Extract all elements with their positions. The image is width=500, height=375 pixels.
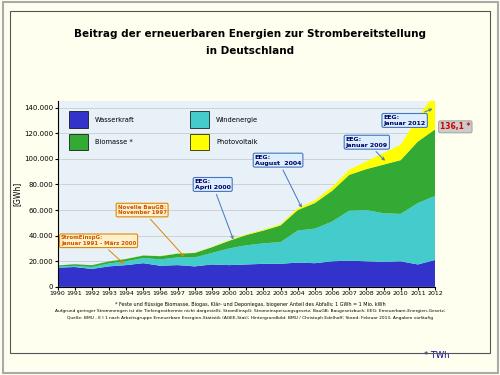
Text: EEG:
August  2004: EEG: August 2004 (255, 155, 302, 207)
Text: in Deutschland: in Deutschland (206, 46, 294, 56)
Bar (69, 134, 87, 150)
Bar (190, 134, 208, 150)
Text: EEG:
Januar 2012: EEG: Januar 2012 (384, 109, 432, 126)
Y-axis label: [GWh]: [GWh] (12, 182, 22, 206)
Text: * TWh: * TWh (424, 351, 450, 360)
Text: * Feste und flüssige Biomasse, Biogas, Klär- und Deponiegas, biogener Anteil des: * Feste und flüssige Biomasse, Biogas, K… (114, 302, 386, 307)
Text: 136,1 *: 136,1 * (440, 122, 470, 131)
Text: Wasserkraft: Wasserkraft (95, 117, 135, 123)
Text: StromEinspG:
Januar 1991 - März 2000: StromEinspG: Januar 1991 - März 2000 (61, 236, 136, 263)
Text: Biomasse *: Biomasse * (95, 139, 133, 145)
Text: Novelle BauGB:
November 1997: Novelle BauGB: November 1997 (118, 205, 184, 256)
Text: Windenergie: Windenergie (216, 117, 258, 123)
Text: Photovoltaik: Photovoltaik (216, 139, 258, 145)
Bar (190, 111, 208, 128)
Bar (69, 111, 87, 128)
Text: EEG:
April 2000: EEG: April 2000 (195, 179, 233, 238)
Text: Beitrag der erneuerbaren Energien zur Strombereitstellung: Beitrag der erneuerbaren Energien zur St… (74, 29, 426, 39)
Text: EEG:
Januar 2009: EEG: Januar 2009 (346, 137, 388, 160)
Text: Aufgrund geringer Strommengen ist die Tiefengeothermie nicht dargestellt; StromE: Aufgrund geringer Strommengen ist die Ti… (55, 309, 445, 314)
Text: Quelle: BMU - E I 1 nach Arbeitsgruppe Erneuerbare Energien-Statistik (AGEE-Stat: Quelle: BMU - E I 1 nach Arbeitsgruppe E… (67, 316, 433, 320)
